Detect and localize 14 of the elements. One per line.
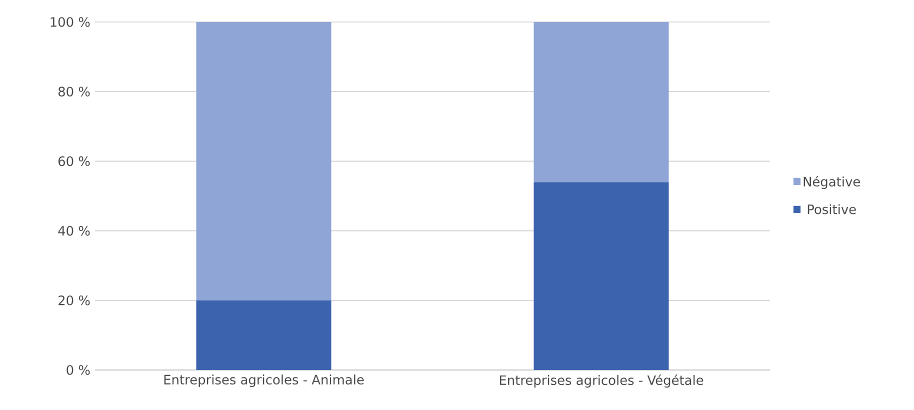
y-tick-label: 60 % (58, 156, 90, 166)
bar (196, 22, 332, 300)
bar (534, 182, 669, 370)
legend-label: Positive (808, 204, 856, 214)
y-tick-label: 100 % (50, 17, 90, 27)
bar (534, 22, 669, 182)
y-tick-label: 0 % (66, 365, 90, 375)
y-tick-label: 40 % (58, 226, 90, 236)
y-tick-label: 20 % (58, 296, 90, 306)
y-tick-label: 80 % (58, 86, 90, 96)
x-tick-label: Entreprises agricoles - Animale (164, 374, 364, 388)
legend-label: Négative (804, 176, 860, 190)
x-tick-label: Entreprises agricoles - Végétale (500, 374, 704, 388)
bar (196, 300, 332, 370)
